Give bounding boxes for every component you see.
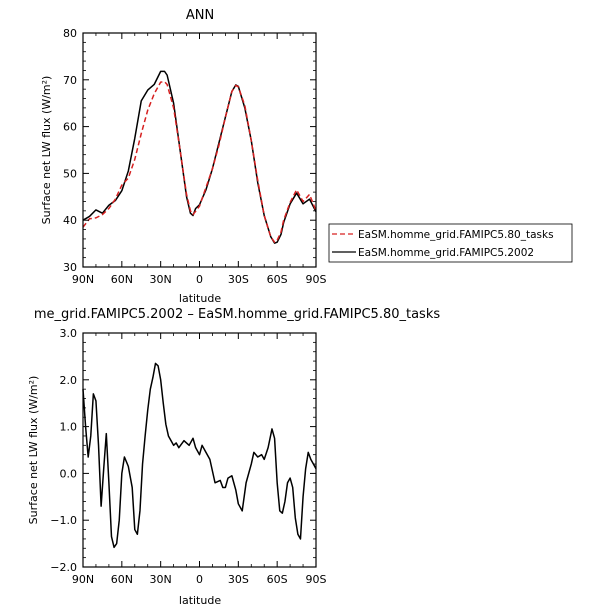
y-tick-label: 70 — [63, 74, 77, 87]
bottom-chart-ticks: −2.0 −1.0 0.0 1.0 2.0 3.0 90N 60N 30N 0 30S 60S 90S — [50, 327, 326, 586]
x-tick-label: 30S — [228, 273, 249, 286]
y-tick-label: 40 — [63, 214, 77, 227]
top-chart-series-group — [82, 70, 317, 244]
x-tick-label: 60N — [111, 573, 133, 586]
y-tick-label: −1.0 — [50, 514, 77, 527]
series-line-0-0 — [82, 80, 317, 243]
bottom-x-axis-label: latitude — [179, 594, 221, 607]
legend-label-80-tasks: EaSM.homme_grid.FAMIPC5.80_tasks — [358, 229, 554, 241]
y-tick-label: 80 — [63, 27, 77, 40]
x-tick-label: 30S — [228, 573, 249, 586]
series-line-0-1 — [82, 70, 317, 244]
bottom-y-axis-label: Surface net LW flux (W/m²) — [27, 376, 40, 525]
x-tick-label: 0 — [196, 273, 203, 286]
y-tick-label: −2.0 — [50, 561, 77, 574]
x-tick-label: 60S — [267, 573, 288, 586]
top-chart-title: ANN — [186, 8, 214, 23]
y-tick-label: 1.0 — [60, 421, 78, 434]
y-tick-label: 2.0 — [60, 374, 78, 387]
x-tick-label: 60N — [111, 273, 133, 286]
x-tick-label: 0 — [196, 573, 203, 586]
top-chart: ANN 30 40 50 60 70 80 90N 60N 30N 0 30S 60S 90S lati… — [40, 8, 573, 305]
x-tick-label: 30N — [150, 573, 172, 586]
bottom-chart-series-group — [82, 362, 317, 549]
x-tick-label: 90S — [306, 573, 327, 586]
legend-box — [328, 223, 573, 263]
bottom-chart: me_grid.FAMIPC5.2002 – EaSM.homme_grid.F… — [27, 307, 440, 607]
x-tick-label: 30N — [150, 273, 172, 286]
y-tick-label: 60 — [63, 121, 77, 134]
y-tick-label: 30 — [63, 261, 77, 274]
top-x-axis-label: latitude — [179, 292, 221, 305]
x-tick-label: 60S — [267, 273, 288, 286]
legend-label-2002: EaSM.homme_grid.FAMIPC5.2002 — [358, 247, 534, 259]
legend: EaSM.homme_grid.FAMIPC5.80_tasks EaSM.ho… — [328, 223, 573, 263]
y-tick-label: 0.0 — [60, 467, 78, 480]
x-tick-label: 90N — [72, 573, 94, 586]
top-y-axis-label: Surface net LW flux (W/m²) — [40, 76, 53, 225]
bottom-chart-title: me_grid.FAMIPC5.2002 – EaSM.homme_grid.F… — [34, 307, 440, 322]
series-line-1-0 — [82, 362, 317, 549]
x-tick-label: 90S — [306, 273, 327, 286]
y-tick-label: 3.0 — [60, 327, 78, 340]
top-chart-ticks: 30 40 50 60 70 80 90N 60N 30N 0 30S 60S 90S — [63, 27, 327, 286]
y-tick-label: 50 — [63, 167, 77, 180]
x-tick-label: 90N — [72, 273, 94, 286]
